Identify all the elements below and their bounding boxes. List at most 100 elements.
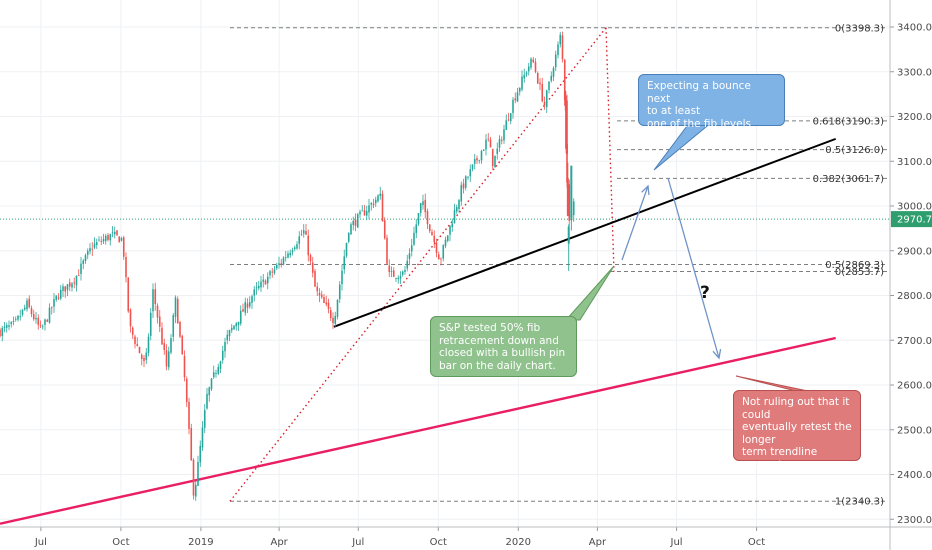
candle-body	[494, 155, 496, 168]
down-arrow-head	[712, 349, 722, 360]
candle-body	[467, 176, 469, 178]
candle-body	[572, 201, 575, 216]
candle-body	[379, 193, 382, 197]
candle-body	[496, 148, 499, 154]
candle-body	[332, 317, 334, 324]
candle-body	[111, 232, 114, 234]
candle-body	[455, 207, 458, 212]
candle-body	[327, 302, 330, 310]
candle-body	[102, 239, 105, 242]
candles	[0, 31, 575, 501]
candle-body	[244, 302, 247, 313]
candle-body	[500, 139, 503, 141]
candle-body	[161, 327, 163, 345]
candle-body	[485, 139, 487, 150]
y-tick-label: 3000.0	[897, 202, 932, 213]
candle-body	[224, 342, 226, 352]
candle-body	[17, 315, 19, 320]
candle-body	[44, 319, 46, 325]
candle-body	[550, 75, 553, 81]
candle-body	[12, 321, 15, 322]
candle-body	[84, 255, 87, 261]
candle-body	[410, 245, 413, 252]
candle-body	[239, 310, 242, 324]
x-tick-label: Oct	[748, 537, 765, 548]
current-price-badge	[891, 211, 932, 228]
y-tick-label: 2400.0	[897, 470, 932, 481]
candle-body	[154, 289, 157, 305]
y-tick-label: 3300.0	[897, 67, 932, 78]
y-tick-label: 3100.0	[897, 157, 932, 168]
fib-anchor-line	[229, 27, 607, 502]
fib-label: 0(3398.3)	[835, 23, 884, 34]
candle-body	[289, 252, 292, 256]
candle-body	[284, 257, 287, 258]
candle-body	[107, 234, 109, 240]
candle-body	[334, 315, 337, 324]
candle-body	[527, 66, 530, 72]
candle-body	[71, 283, 73, 288]
candle-body	[345, 243, 348, 256]
candle-body	[39, 325, 42, 327]
candle-body	[131, 327, 134, 335]
candle-body	[300, 234, 303, 236]
candle-body	[37, 317, 40, 325]
candle-body	[512, 99, 514, 113]
candle-body	[136, 344, 139, 347]
candle-body	[352, 220, 355, 226]
candle-body	[147, 336, 150, 353]
candle-body	[453, 210, 456, 224]
candle-body	[399, 276, 402, 279]
candle-body	[563, 59, 566, 101]
candle-body	[201, 427, 204, 448]
candle-body	[316, 286, 319, 292]
candle-body	[77, 275, 80, 277]
candle-body	[210, 378, 213, 390]
candle-body	[266, 276, 269, 284]
candle-body	[253, 289, 256, 296]
pink-trendline	[0, 336, 836, 525]
candle-body	[140, 354, 143, 360]
candle-body	[338, 284, 341, 300]
candle-body	[361, 210, 364, 212]
candle-body	[523, 74, 526, 79]
candle-body	[449, 225, 451, 235]
candle-body	[190, 427, 193, 461]
candle-body	[442, 245, 445, 259]
candle-body	[282, 257, 285, 265]
candle-body	[264, 280, 267, 285]
candle-body	[174, 297, 177, 317]
candle-body	[404, 270, 406, 272]
candle-body	[185, 378, 188, 403]
candle-body	[192, 459, 195, 496]
candle-body	[296, 244, 298, 249]
candle-body	[559, 34, 562, 45]
candle-body	[194, 484, 197, 497]
candle-body	[415, 224, 418, 234]
candle-body	[521, 76, 523, 90]
candle-body	[390, 271, 393, 272]
candle-body	[278, 263, 280, 265]
candle-body	[208, 387, 211, 396]
candle-body	[354, 219, 357, 226]
candle-body	[149, 312, 152, 336]
candle-body	[444, 239, 447, 247]
candle-body	[66, 284, 69, 290]
candle-body	[35, 317, 37, 320]
candle-body	[435, 242, 438, 253]
black-trendline	[333, 137, 837, 328]
candle-body	[3, 326, 6, 328]
candle-body	[53, 299, 55, 307]
fib-label: 0.382(3061.7)	[813, 174, 885, 185]
candle-body	[1, 328, 4, 337]
candle-body	[273, 269, 276, 274]
candle-body	[566, 178, 569, 216]
fib-label: 0.5(2869.3)	[825, 260, 884, 271]
candle-body	[48, 307, 51, 323]
candle-body	[451, 223, 454, 228]
fib-label: 0(2853.7)	[835, 267, 884, 278]
candle-body	[127, 277, 130, 312]
candle-body	[125, 257, 127, 278]
candle-body	[341, 270, 343, 285]
candle-body	[21, 309, 24, 315]
